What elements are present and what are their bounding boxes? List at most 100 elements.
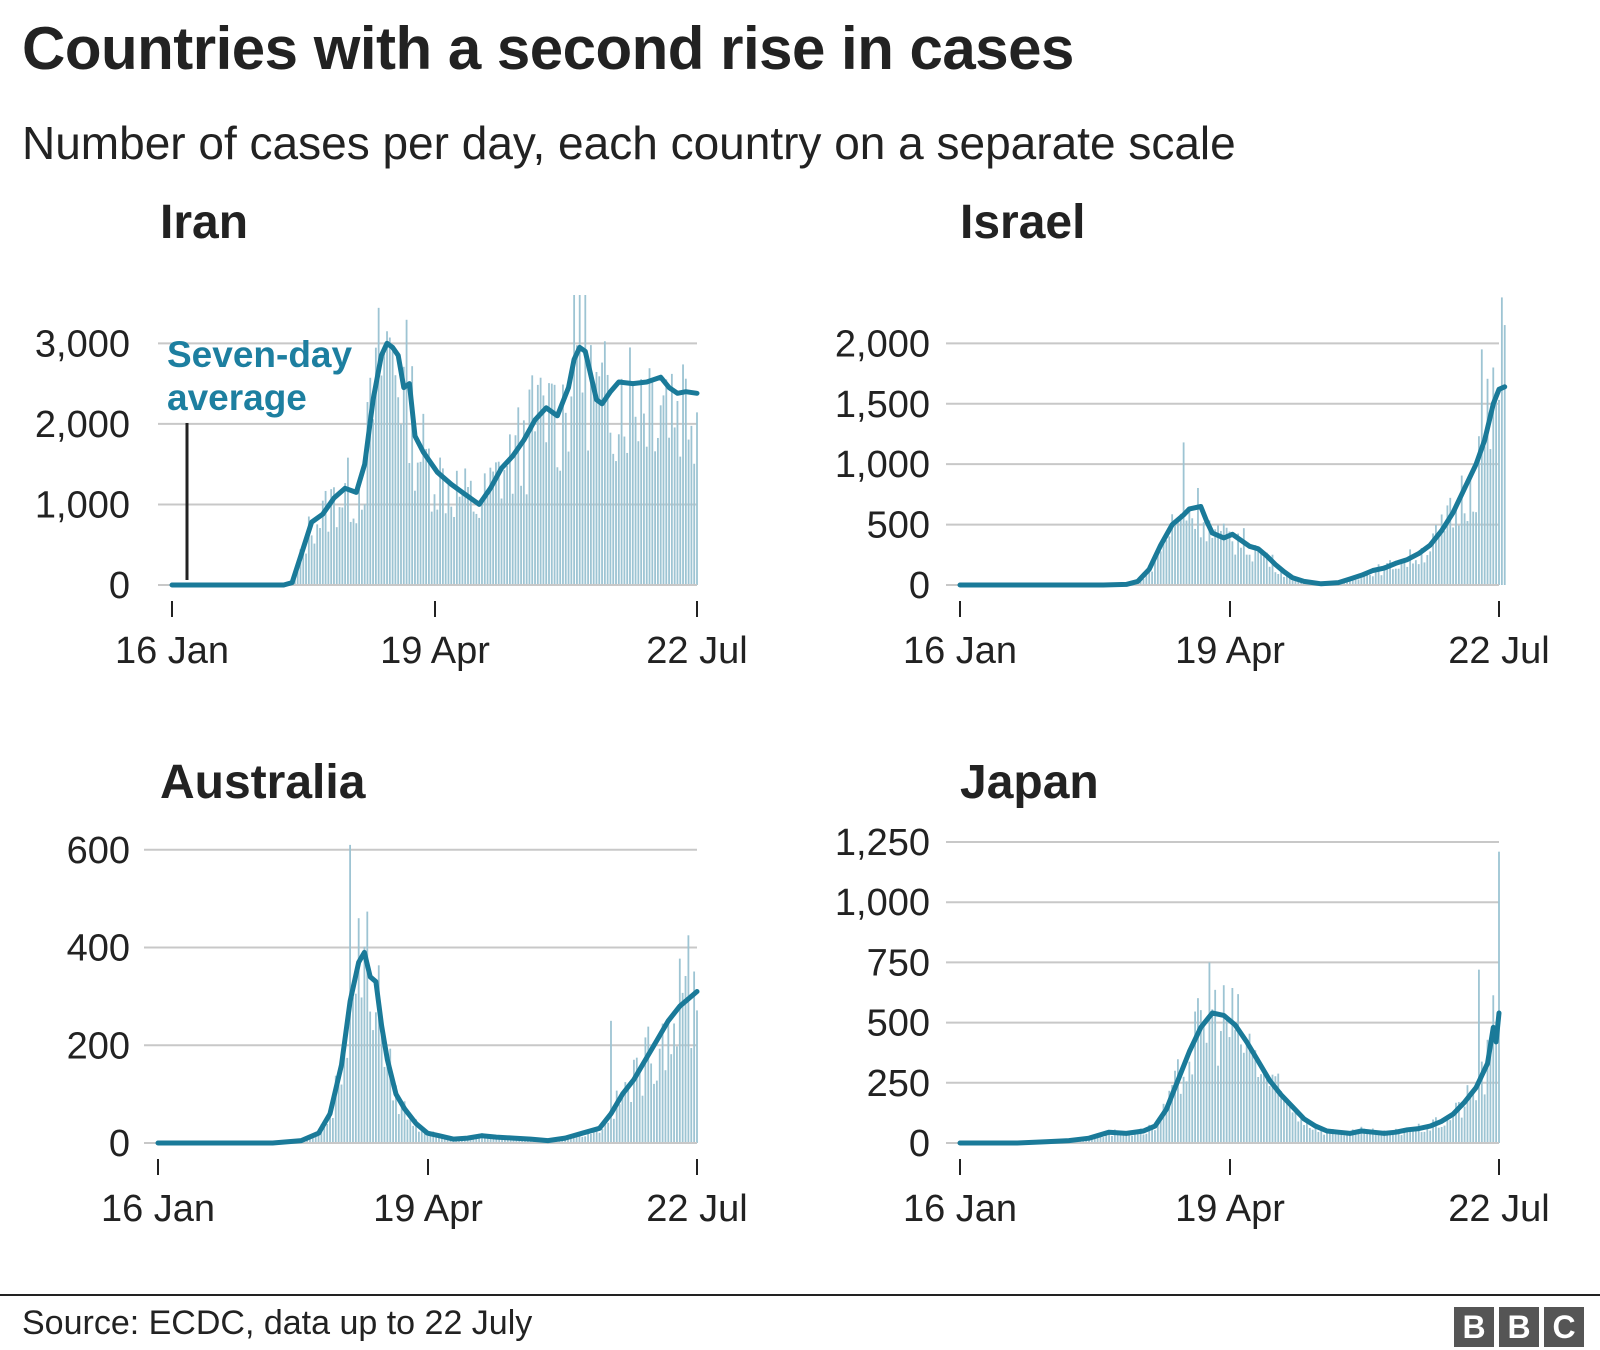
daily-bar <box>673 1023 675 1143</box>
daily-bar <box>578 1134 581 1143</box>
daily-bar <box>615 461 617 585</box>
daily-bar <box>386 331 388 585</box>
daily-bar <box>548 383 550 585</box>
daily-bar <box>1354 579 1357 585</box>
daily-bar <box>1412 1127 1414 1143</box>
seven-day-average-line <box>169 340 700 588</box>
daily-bar <box>355 523 358 585</box>
daily-bar <box>1139 1128 1142 1143</box>
daily-bar <box>311 1137 314 1143</box>
daily-bar <box>1159 1118 1162 1143</box>
daily-bar <box>1154 1130 1156 1143</box>
daily-bar <box>1131 1135 1133 1143</box>
daily-bar <box>1182 1076 1185 1143</box>
daily-bar <box>377 307 380 585</box>
daily-bar <box>1417 1123 1420 1143</box>
daily-bar <box>1380 1131 1383 1143</box>
daily-bar <box>1489 1043 1492 1143</box>
daily-bar <box>307 516 310 585</box>
daily-bar <box>305 553 307 585</box>
daily-bar <box>542 395 545 585</box>
daily-bar <box>684 378 687 585</box>
daily-bar <box>1369 574 1371 585</box>
daily-bar <box>366 402 369 585</box>
daily-bar <box>589 345 592 585</box>
daily-bar <box>440 1136 443 1143</box>
daily-bar <box>374 1012 377 1143</box>
daily-bar <box>1113 1129 1116 1143</box>
daily-bar <box>1188 1061 1191 1143</box>
daily-bar <box>316 524 319 585</box>
daily-bar <box>411 366 414 585</box>
daily-bar <box>1162 539 1165 585</box>
daily-bar <box>1463 513 1466 585</box>
daily-bar <box>409 1113 412 1143</box>
daily-bar <box>335 527 338 585</box>
daily-bar <box>1148 564 1151 585</box>
daily-bar <box>1234 554 1237 585</box>
daily-bar <box>1498 851 1500 1143</box>
daily-bar <box>1389 560 1391 585</box>
daily-bar <box>458 496 461 585</box>
daily-bar <box>640 379 643 585</box>
daily-bar <box>1331 1128 1334 1143</box>
daily-bar <box>489 467 492 585</box>
daily-bar <box>369 1011 372 1143</box>
daily-bar <box>1288 573 1291 585</box>
daily-bar <box>326 1123 329 1143</box>
daily-bar <box>693 463 696 585</box>
daily-bar <box>559 470 562 585</box>
chart-title: Countries with a second rise in cases <box>22 15 1074 82</box>
daily-bar <box>1483 1094 1486 1143</box>
daily-bar <box>1369 1130 1371 1143</box>
daily-bar <box>1185 1081 1188 1143</box>
daily-bar <box>1151 1128 1153 1143</box>
daily-bar <box>414 490 416 585</box>
daily-bar <box>573 295 576 585</box>
daily-bar <box>1197 998 1199 1143</box>
daily-bar <box>1475 512 1477 585</box>
daily-bar <box>587 450 589 585</box>
daily-bar <box>1449 497 1452 585</box>
daily-bar <box>638 1073 641 1143</box>
daily-bar <box>1133 1133 1136 1143</box>
daily-bar <box>1440 1126 1443 1143</box>
daily-bar <box>441 468 444 585</box>
daily-bar <box>1248 554 1251 585</box>
daily-bar <box>581 1136 584 1143</box>
daily-bar <box>334 1075 337 1143</box>
daily-bar <box>327 531 330 585</box>
daily-bar <box>514 435 517 585</box>
daily-bar <box>1317 1131 1320 1143</box>
daily-bar <box>1211 1009 1214 1143</box>
daily-bar <box>321 500 324 585</box>
panel-title-israel: Israel <box>960 196 1086 249</box>
footer-rule <box>0 1294 1600 1296</box>
daily-bar <box>472 1138 475 1143</box>
daily-bar <box>659 405 662 585</box>
daily-bar <box>346 1057 349 1143</box>
daily-bar <box>400 1105 403 1143</box>
daily-bar <box>1366 572 1369 585</box>
daily-bar <box>617 434 620 585</box>
daily-bar <box>618 1104 621 1143</box>
daily-bar <box>402 366 405 585</box>
daily-bar <box>1300 1119 1303 1143</box>
daily-bar <box>416 462 419 585</box>
panel-title-australia: Australia <box>160 756 366 809</box>
daily-bar <box>406 1119 409 1143</box>
daily-bar <box>319 528 321 585</box>
daily-bar <box>1271 1074 1274 1143</box>
y-tick-label: 3,000 <box>35 323 130 365</box>
daily-bar <box>645 446 648 585</box>
daily-bar <box>1111 1135 1113 1143</box>
daily-bar <box>1432 1119 1434 1143</box>
daily-bar <box>1280 1091 1283 1143</box>
daily-bar <box>682 364 684 585</box>
daily-bar <box>1297 581 1300 585</box>
bbc-logo-letter: C <box>1544 1307 1584 1347</box>
daily-bar <box>1426 555 1429 585</box>
daily-bar <box>1176 517 1179 585</box>
daily-bar <box>1237 533 1240 585</box>
daily-bar <box>1409 1131 1412 1143</box>
